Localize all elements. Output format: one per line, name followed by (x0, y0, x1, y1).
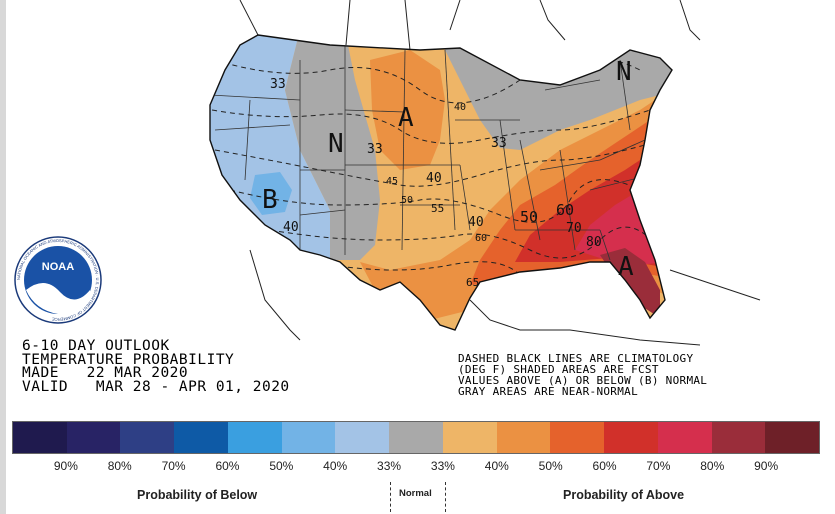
clim-value: 40 (454, 102, 466, 113)
clim-value: 40 (426, 171, 442, 186)
noaa-logo-text: NOAA (42, 261, 74, 273)
outlook-title-block: 6-10 DAY OUTLOOK TEMPERATURE PROBABILITY M… (22, 338, 290, 395)
legend-swatch (442, 422, 497, 453)
legend-tick-label: 40% (484, 459, 509, 473)
clim-value: 33 (270, 77, 286, 92)
legend-swatch (496, 422, 551, 453)
legend-swatch (174, 422, 228, 453)
clim-value: 45 (386, 176, 398, 187)
legend-tick-label: 50% (538, 459, 563, 473)
clim-value: 65 (466, 276, 479, 289)
boundary-lines (239, 0, 761, 346)
legend-swatch (550, 422, 605, 453)
noaa-bird-icon (26, 282, 90, 315)
region-letter-above-florida: A (618, 252, 634, 282)
legend-tick-label: 33% (430, 459, 455, 473)
legend-tick-label: 80% (107, 459, 132, 473)
legend-tick-label: 70% (646, 459, 671, 473)
clim-value: 33 (367, 142, 383, 157)
region-letter-normal-northeast: N (616, 57, 632, 87)
legend-swatch (711, 422, 766, 453)
note-line: (DEG F) SHADED AREAS ARE FCST (458, 363, 659, 376)
window-edge (0, 0, 6, 514)
legend-swatch (657, 422, 712, 453)
normal-separator-right (445, 482, 446, 512)
clim-value: 70 (566, 221, 582, 236)
clim-value: 55 (431, 202, 444, 215)
legend-tick-label: 40% (323, 459, 348, 473)
normal-separator-left (390, 482, 391, 512)
outlook-title-line: TEMPERATURE PROBABILITY (22, 351, 235, 368)
region-letters: B N A N A (262, 57, 634, 282)
legend-swatch (335, 422, 390, 453)
normal-caption: Normal (399, 488, 432, 499)
legend-tick-label: 70% (161, 459, 186, 473)
legend-swatch (281, 422, 336, 453)
region-letter-above-plains: A (398, 103, 414, 133)
legend-tick-label: 60% (215, 459, 240, 473)
legend-tick-label: 90% (754, 459, 779, 473)
noaa-logo: NOAA NATIONAL OCEANIC AND ATMOSPHERIC AD… (14, 236, 102, 324)
region-letter-normal: N (328, 129, 344, 159)
area-above-50-plains (370, 50, 445, 170)
note-line: VALUES ABOVE (A) OR BELOW (B) NORMAL (458, 374, 708, 387)
outlook-made-line: MADE 22 MAR 2020 (22, 365, 189, 381)
legend-tick-label: 90% (53, 459, 78, 473)
area-below-50 (250, 172, 292, 215)
probability-color-bar (12, 421, 820, 454)
clim-value: 33 (491, 136, 507, 151)
legend-swatch (604, 422, 658, 453)
legend-swatch (389, 422, 443, 453)
clim-value: 50 (520, 208, 538, 226)
climatology-values: 33 33 40 40 45 50 55 33 40 60 65 50 60 7… (270, 77, 602, 289)
clim-value: 40 (283, 220, 299, 235)
clim-value: 60 (556, 201, 574, 219)
legend-tick-label: 33% (377, 459, 402, 473)
legend-notes: DASHED BLACK LINES ARE CLIMATOLOGY (DEG F… (458, 353, 707, 397)
area-normal-west (285, 35, 380, 260)
clim-value: 60 (475, 233, 487, 244)
outlook-valid-line: VALID MAR 28 - APR 01, 2020 (22, 378, 290, 395)
legend-tick-label: 80% (700, 459, 725, 473)
outlook-title-line: 6-10 DAY OUTLOOK (22, 338, 170, 354)
legend-swatch (120, 422, 175, 453)
us-outline (209, 34, 673, 331)
clim-value: 40 (468, 215, 484, 230)
note-line: DASHED BLACK LINES ARE CLIMATOLOGY (458, 352, 694, 365)
region-letter-below: B (262, 185, 278, 215)
legend-swatch (13, 422, 67, 453)
clim-value: 80 (586, 235, 602, 250)
legend-swatch (66, 422, 121, 453)
clim-value: 50 (401, 195, 413, 206)
legend-swatch (227, 422, 282, 453)
probability-above-caption: Probability of Above (563, 488, 685, 502)
state-lines (210, 45, 651, 261)
legend-tick-label: 60% (592, 459, 617, 473)
legend-swatch (765, 422, 820, 453)
area-above-90 (600, 248, 660, 318)
legend-tick-label: 50% (269, 459, 294, 473)
note-line: GRAY AREAS ARE NEAR-NORMAL (458, 385, 638, 398)
probability-below-caption: Probability of Below (137, 488, 258, 502)
